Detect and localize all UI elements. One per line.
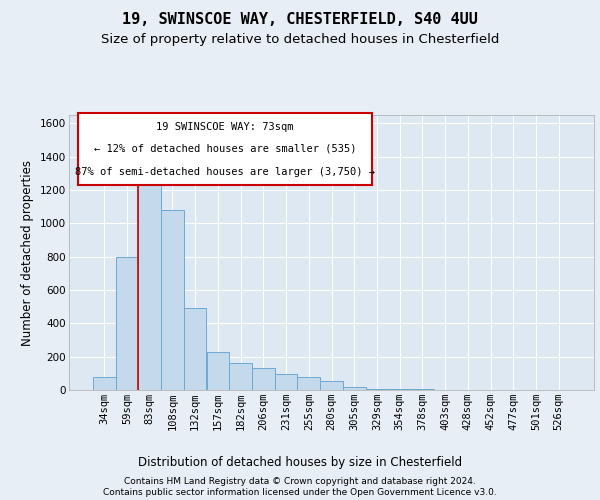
Bar bbox=[343, 386, 365, 390]
Text: ← 12% of detached houses are smaller (535): ← 12% of detached houses are smaller (53… bbox=[94, 144, 356, 154]
Bar bbox=[365, 388, 388, 390]
Bar bbox=[298, 376, 320, 390]
Bar bbox=[184, 308, 206, 390]
Bar bbox=[320, 381, 343, 390]
Bar bbox=[229, 362, 252, 390]
Bar bbox=[252, 368, 275, 390]
Text: Contains public sector information licensed under the Open Government Licence v3: Contains public sector information licen… bbox=[103, 488, 497, 497]
Text: Size of property relative to detached houses in Chesterfield: Size of property relative to detached ho… bbox=[101, 32, 499, 46]
Text: 19, SWINSCOE WAY, CHESTERFIELD, S40 4UU: 19, SWINSCOE WAY, CHESTERFIELD, S40 4UU bbox=[122, 12, 478, 28]
Text: 87% of semi-detached houses are larger (3,750) →: 87% of semi-detached houses are larger (… bbox=[75, 167, 375, 177]
Text: 19 SWINSCOE WAY: 73sqm: 19 SWINSCOE WAY: 73sqm bbox=[156, 122, 294, 132]
Y-axis label: Number of detached properties: Number of detached properties bbox=[22, 160, 34, 346]
Bar bbox=[275, 374, 298, 390]
Text: Distribution of detached houses by size in Chesterfield: Distribution of detached houses by size … bbox=[138, 456, 462, 469]
Bar bbox=[116, 256, 139, 390]
Bar bbox=[161, 210, 184, 390]
Text: Contains HM Land Registry data © Crown copyright and database right 2024.: Contains HM Land Registry data © Crown c… bbox=[124, 476, 476, 486]
Bar bbox=[93, 376, 116, 390]
Bar bbox=[139, 175, 161, 390]
Bar bbox=[206, 352, 229, 390]
